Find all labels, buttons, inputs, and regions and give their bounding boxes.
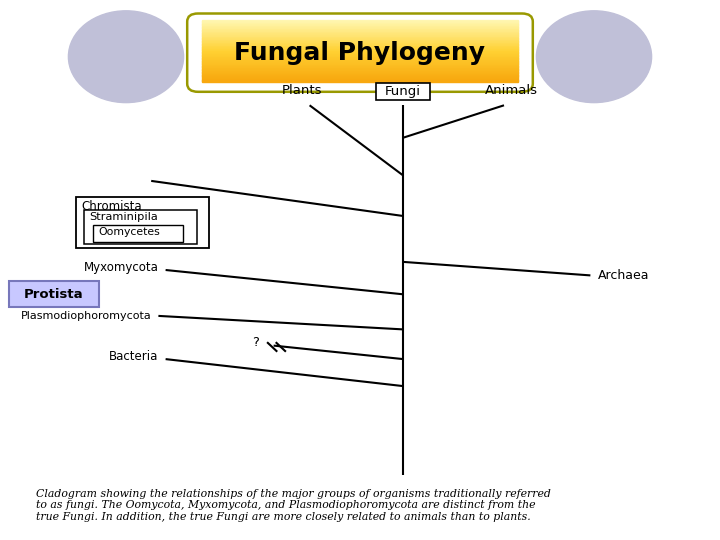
Text: Chromista: Chromista bbox=[81, 200, 142, 213]
FancyBboxPatch shape bbox=[76, 197, 209, 248]
Text: Protista: Protista bbox=[24, 288, 84, 301]
Bar bbox=[202, 44, 518, 46]
Bar bbox=[202, 68, 518, 70]
Bar bbox=[202, 53, 518, 56]
Text: ?: ? bbox=[252, 336, 259, 349]
Bar bbox=[202, 19, 518, 22]
Text: Plasmodiophoromycota: Plasmodiophoromycota bbox=[20, 311, 151, 321]
FancyBboxPatch shape bbox=[93, 225, 183, 242]
Bar bbox=[202, 41, 518, 43]
Text: Straminipila: Straminipila bbox=[89, 212, 158, 222]
Bar bbox=[202, 29, 518, 31]
Bar bbox=[202, 35, 518, 37]
Text: Bacteria: Bacteria bbox=[109, 350, 158, 363]
Bar bbox=[202, 51, 518, 53]
Bar bbox=[202, 38, 518, 40]
Text: Animals: Animals bbox=[485, 84, 538, 97]
Bar bbox=[202, 48, 518, 50]
Bar bbox=[202, 65, 518, 66]
Bar bbox=[202, 32, 518, 34]
Bar bbox=[202, 30, 518, 32]
Text: Fungal Phylogeny: Fungal Phylogeny bbox=[235, 41, 485, 65]
Bar bbox=[202, 23, 518, 25]
Bar bbox=[202, 77, 518, 79]
Text: Archaea: Archaea bbox=[598, 269, 649, 282]
Text: Myxomycota: Myxomycota bbox=[84, 261, 158, 274]
Bar bbox=[202, 49, 518, 51]
Bar bbox=[202, 26, 518, 28]
Bar bbox=[202, 33, 518, 36]
Bar bbox=[202, 40, 518, 42]
Text: Cladogram showing the relationships of the major groups of organisms traditional: Cladogram showing the relationships of t… bbox=[36, 489, 551, 522]
Bar bbox=[202, 46, 518, 48]
Bar bbox=[202, 43, 518, 45]
Bar bbox=[202, 78, 518, 80]
Ellipse shape bbox=[536, 11, 652, 103]
Bar bbox=[202, 71, 518, 73]
Bar bbox=[202, 58, 518, 60]
Bar bbox=[202, 63, 518, 65]
Text: Oomycetes: Oomycetes bbox=[98, 227, 160, 238]
Text: Plants: Plants bbox=[282, 84, 323, 97]
Bar bbox=[202, 37, 518, 39]
FancyBboxPatch shape bbox=[9, 281, 99, 307]
Bar bbox=[202, 76, 518, 78]
Bar bbox=[202, 24, 518, 26]
Bar bbox=[202, 80, 518, 82]
Bar bbox=[202, 72, 518, 75]
Text: Fungi: Fungi bbox=[385, 85, 421, 98]
Bar bbox=[202, 69, 518, 71]
Bar bbox=[202, 62, 518, 64]
Bar bbox=[202, 52, 518, 54]
FancyBboxPatch shape bbox=[84, 210, 197, 244]
FancyBboxPatch shape bbox=[377, 83, 431, 100]
Bar bbox=[202, 60, 518, 62]
Ellipse shape bbox=[68, 11, 184, 103]
Bar bbox=[202, 21, 518, 23]
Bar bbox=[202, 57, 518, 59]
Bar bbox=[202, 55, 518, 57]
Bar bbox=[202, 27, 518, 29]
Bar bbox=[202, 66, 518, 68]
Bar bbox=[202, 74, 518, 76]
